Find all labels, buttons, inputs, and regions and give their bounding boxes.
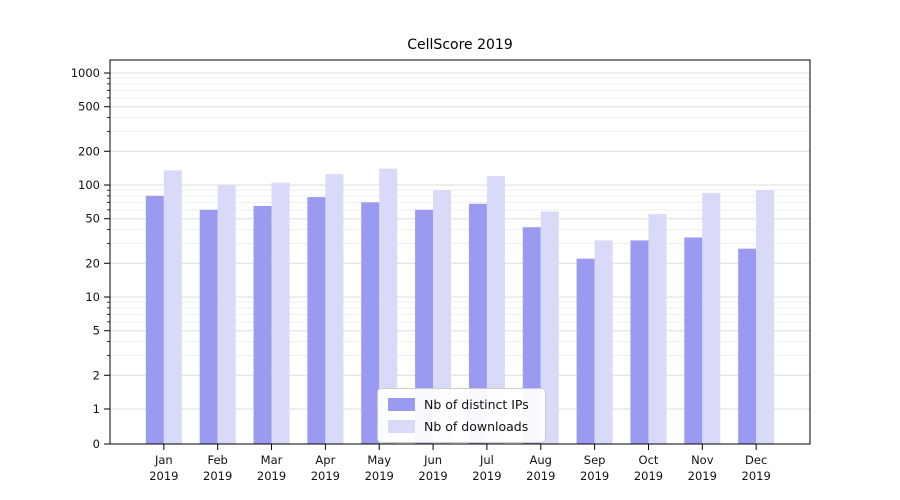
bar-downloads-jan: [163, 170, 182, 444]
x-tick-label-year: 2019: [149, 469, 178, 483]
bar-distinct-ips-apr: [307, 197, 326, 444]
bar-distinct-ips-dec: [738, 248, 757, 444]
bar-downloads-dec: [756, 190, 775, 444]
x-tick-label-month: Oct: [639, 453, 659, 467]
y-tick-label: 5: [93, 324, 100, 338]
x-tick-label-month: Mar: [261, 453, 283, 467]
y-tick-label: 50: [85, 212, 100, 226]
bar-downloads-feb: [217, 185, 236, 444]
x-tick-label-month: Nov: [691, 453, 714, 467]
y-tick-label: 1000: [71, 66, 100, 80]
x-tick-label-year: 2019: [742, 469, 771, 483]
x-tick-label-year: 2019: [472, 469, 501, 483]
x-tick-label-year: 2019: [634, 469, 663, 483]
bar-downloads-nov: [702, 192, 721, 444]
legend-swatch-distinct-ips: [388, 398, 415, 411]
x-tick-label-month: Jun: [423, 453, 442, 467]
bar-distinct-ips-mar: [253, 205, 272, 444]
bar-downloads-sep: [594, 240, 613, 444]
bar-downloads-oct: [648, 214, 667, 444]
x-tick-label-month: Aug: [530, 453, 552, 467]
x-tick-label-month: Dec: [745, 453, 767, 467]
legend-label-downloads: Nb of downloads: [424, 419, 529, 434]
bar-downloads-jul: [486, 176, 505, 444]
bar-distinct-ips-jan: [145, 195, 164, 444]
legend: Nb of distinct IPs Nb of downloads: [377, 388, 546, 443]
bar-distinct-ips-jul: [468, 203, 487, 444]
x-tick-label-month: Jul: [479, 453, 494, 467]
y-tick-label: 2: [93, 368, 100, 382]
bar-distinct-ips-jun: [415, 209, 434, 444]
y-tick-label: 200: [78, 144, 100, 158]
bar-distinct-ips-feb: [199, 209, 218, 444]
x-tick-label-year: 2019: [688, 469, 717, 483]
legend-label-distinct-ips: Nb of distinct IPs: [424, 397, 529, 412]
x-tick-label-year: 2019: [418, 469, 447, 483]
x-tick-label-month: May: [367, 453, 391, 467]
x-tick-label-month: Apr: [315, 453, 335, 467]
x-tick-label-year: 2019: [580, 469, 609, 483]
bar-distinct-ips-sep: [576, 258, 595, 444]
axes-border: [109, 59, 811, 445]
bar-distinct-ips-may: [361, 202, 380, 444]
legend-item-distinct-ips: Nb of distinct IPs: [388, 397, 529, 412]
chart-title: CellScore 2019: [407, 37, 513, 53]
y-tick-label: 20: [85, 256, 100, 270]
x-tick-label-year: 2019: [257, 469, 286, 483]
x-tick-label-month: Sep: [584, 453, 606, 467]
legend-item-downloads: Nb of downloads: [388, 419, 529, 434]
x-tick-label-month: Jan: [154, 453, 173, 467]
bar-downloads-jun: [433, 190, 452, 444]
y-tick-label: 100: [78, 178, 100, 192]
bar-downloads-mar: [271, 182, 290, 444]
x-tick-label-year: 2019: [365, 469, 394, 483]
bar-distinct-ips-oct: [630, 240, 649, 444]
x-tick-label-month: Feb: [208, 453, 228, 467]
y-tick-label: 500: [78, 100, 100, 114]
legend-swatch-downloads: [388, 420, 415, 433]
x-tick-label-year: 2019: [526, 469, 555, 483]
bar-downloads-aug: [540, 211, 559, 444]
bar-downloads-may: [379, 168, 398, 444]
x-tick-label-year: 2019: [203, 469, 232, 483]
y-tick-label: 10: [85, 290, 100, 304]
x-tick-label-year: 2019: [311, 469, 340, 483]
y-tick-label: 1: [93, 402, 100, 416]
bar-downloads-apr: [325, 174, 344, 445]
bar-distinct-ips-nov: [684, 237, 703, 444]
y-tick-label: 0: [93, 437, 100, 451]
